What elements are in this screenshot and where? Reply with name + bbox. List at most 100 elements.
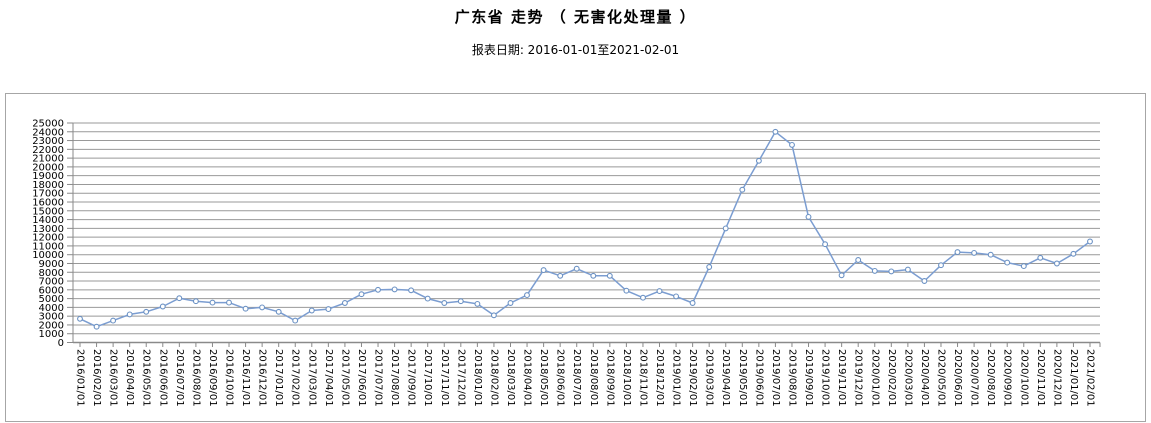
data-point[interactable] <box>391 286 398 293</box>
data-point[interactable] <box>375 286 381 293</box>
y-axis-label: 24000 <box>32 127 64 138</box>
x-axis-label: 2017/06/01 <box>356 349 367 407</box>
data-point[interactable] <box>226 299 232 306</box>
y-axis-label: 0 <box>58 338 64 349</box>
x-axis-label: 2016/01/01 <box>75 349 86 407</box>
data-point[interactable] <box>275 308 282 315</box>
y-axis-label: 2000 <box>39 320 64 331</box>
y-axis-label: 13000 <box>32 224 64 235</box>
data-point[interactable] <box>540 267 547 274</box>
x-axis-label: 2018/03/01 <box>505 349 516 407</box>
data-point[interactable] <box>573 265 580 272</box>
x-axis-label: 2018/06/01 <box>555 349 566 407</box>
x-axis-label: 2021/02/01 <box>1085 349 1096 407</box>
data-point[interactable] <box>656 288 663 295</box>
data-point[interactable] <box>706 264 713 270</box>
data-point[interactable] <box>739 186 746 193</box>
data-point[interactable] <box>192 298 199 305</box>
data-point[interactable] <box>689 300 696 306</box>
data-point[interactable] <box>987 251 994 258</box>
data-point[interactable] <box>490 312 497 319</box>
x-axis-label: 2016/08/01 <box>190 349 201 407</box>
x-axis-label: 2019/02/01 <box>687 349 698 407</box>
x-axis-label: 2017/01/01 <box>273 349 284 407</box>
data-point[interactable] <box>259 304 266 311</box>
y-axis-label: 19000 <box>32 171 64 182</box>
y-axis-label: 20000 <box>32 162 64 173</box>
data-point[interactable] <box>358 291 365 298</box>
data-point[interactable] <box>855 257 862 263</box>
data-point[interactable] <box>673 293 680 300</box>
data-point[interactable] <box>557 272 564 279</box>
data-points <box>77 128 1093 330</box>
x-axis-label: 2016/06/01 <box>157 349 168 407</box>
data-point[interactable] <box>822 241 829 248</box>
data-point[interactable] <box>640 294 646 301</box>
data-point[interactable] <box>888 268 895 275</box>
data-point[interactable] <box>1070 250 1077 257</box>
data-point[interactable] <box>325 306 332 313</box>
x-axis-label: 2018/02/01 <box>488 349 499 407</box>
x-axis-labels: 2016/01/01 2016/02/01 2016/03/01 2016/04/01… <box>75 342 1101 407</box>
data-point[interactable] <box>755 157 762 164</box>
data-point[interactable] <box>77 315 83 322</box>
data-point[interactable] <box>722 225 729 232</box>
data-point[interactable] <box>606 272 613 279</box>
x-axis-label: 2020/09/01 <box>1002 349 1013 407</box>
data-point[interactable] <box>143 308 150 315</box>
y-axis-label: 12000 <box>32 233 64 244</box>
x-axis-label: 2016/09/01 <box>207 349 218 407</box>
y-axis-label: 21000 <box>32 154 64 165</box>
y-axis-label: 23000 <box>32 136 64 147</box>
data-point[interactable] <box>1053 260 1060 267</box>
data-point[interactable] <box>871 267 878 274</box>
data-point[interactable] <box>176 295 183 302</box>
data-point[interactable] <box>789 141 795 148</box>
chart-container: 0 1000 2000 3000 4000 5000 6000 7000 8000 9000 100… <box>5 93 1146 422</box>
x-axis-label: 2017/02/01 <box>290 349 301 407</box>
data-point[interactable] <box>954 249 961 256</box>
data-point[interactable] <box>590 272 597 279</box>
x-axis-label: 2019/12/01 <box>853 349 864 407</box>
data-point[interactable] <box>110 317 117 324</box>
x-axis-label: 2018/10/01 <box>621 349 632 407</box>
x-axis-label: 2017/09/01 <box>406 349 417 407</box>
data-point[interactable] <box>1020 263 1027 270</box>
data-point[interactable] <box>507 300 514 306</box>
data-point[interactable] <box>1087 238 1093 245</box>
x-axis-label: 2016/04/01 <box>124 349 135 407</box>
data-point[interactable] <box>921 278 928 284</box>
x-axis-label: 2016/07/01 <box>174 349 185 407</box>
data-point[interactable] <box>126 311 133 318</box>
x-axis-label: 2020/12/01 <box>1051 349 1062 407</box>
data-point[interactable] <box>971 249 978 256</box>
y-axis-label: 10000 <box>32 250 64 261</box>
data-point[interactable] <box>805 213 812 220</box>
y-axis-label: 1000 <box>39 329 64 340</box>
x-axis-label: 2016/10/01 <box>224 349 235 407</box>
data-point[interactable] <box>1037 254 1044 261</box>
data-point[interactable] <box>292 317 299 324</box>
data-point[interactable] <box>623 287 630 294</box>
data-point[interactable] <box>838 272 845 279</box>
data-point[interactable] <box>209 299 216 306</box>
data-point[interactable] <box>1004 259 1011 266</box>
data-point[interactable] <box>308 307 315 314</box>
axes <box>72 123 1100 344</box>
x-axis-label: 2017/10/01 <box>422 349 433 407</box>
data-point[interactable] <box>938 262 944 269</box>
data-point[interactable] <box>93 323 100 330</box>
data-point[interactable] <box>341 300 348 306</box>
data-point[interactable] <box>242 305 249 312</box>
data-point[interactable] <box>474 300 481 307</box>
data-point[interactable] <box>424 295 431 302</box>
data-point[interactable] <box>772 128 779 135</box>
x-axis-label: 2016/02/01 <box>91 349 102 407</box>
data-point[interactable] <box>524 292 530 299</box>
data-point[interactable] <box>441 300 448 306</box>
data-point[interactable] <box>457 298 464 305</box>
data-point[interactable] <box>159 303 166 310</box>
data-point[interactable] <box>904 266 911 273</box>
data-point[interactable] <box>408 287 415 294</box>
x-axis-label: 2016/05/01 <box>141 349 152 407</box>
